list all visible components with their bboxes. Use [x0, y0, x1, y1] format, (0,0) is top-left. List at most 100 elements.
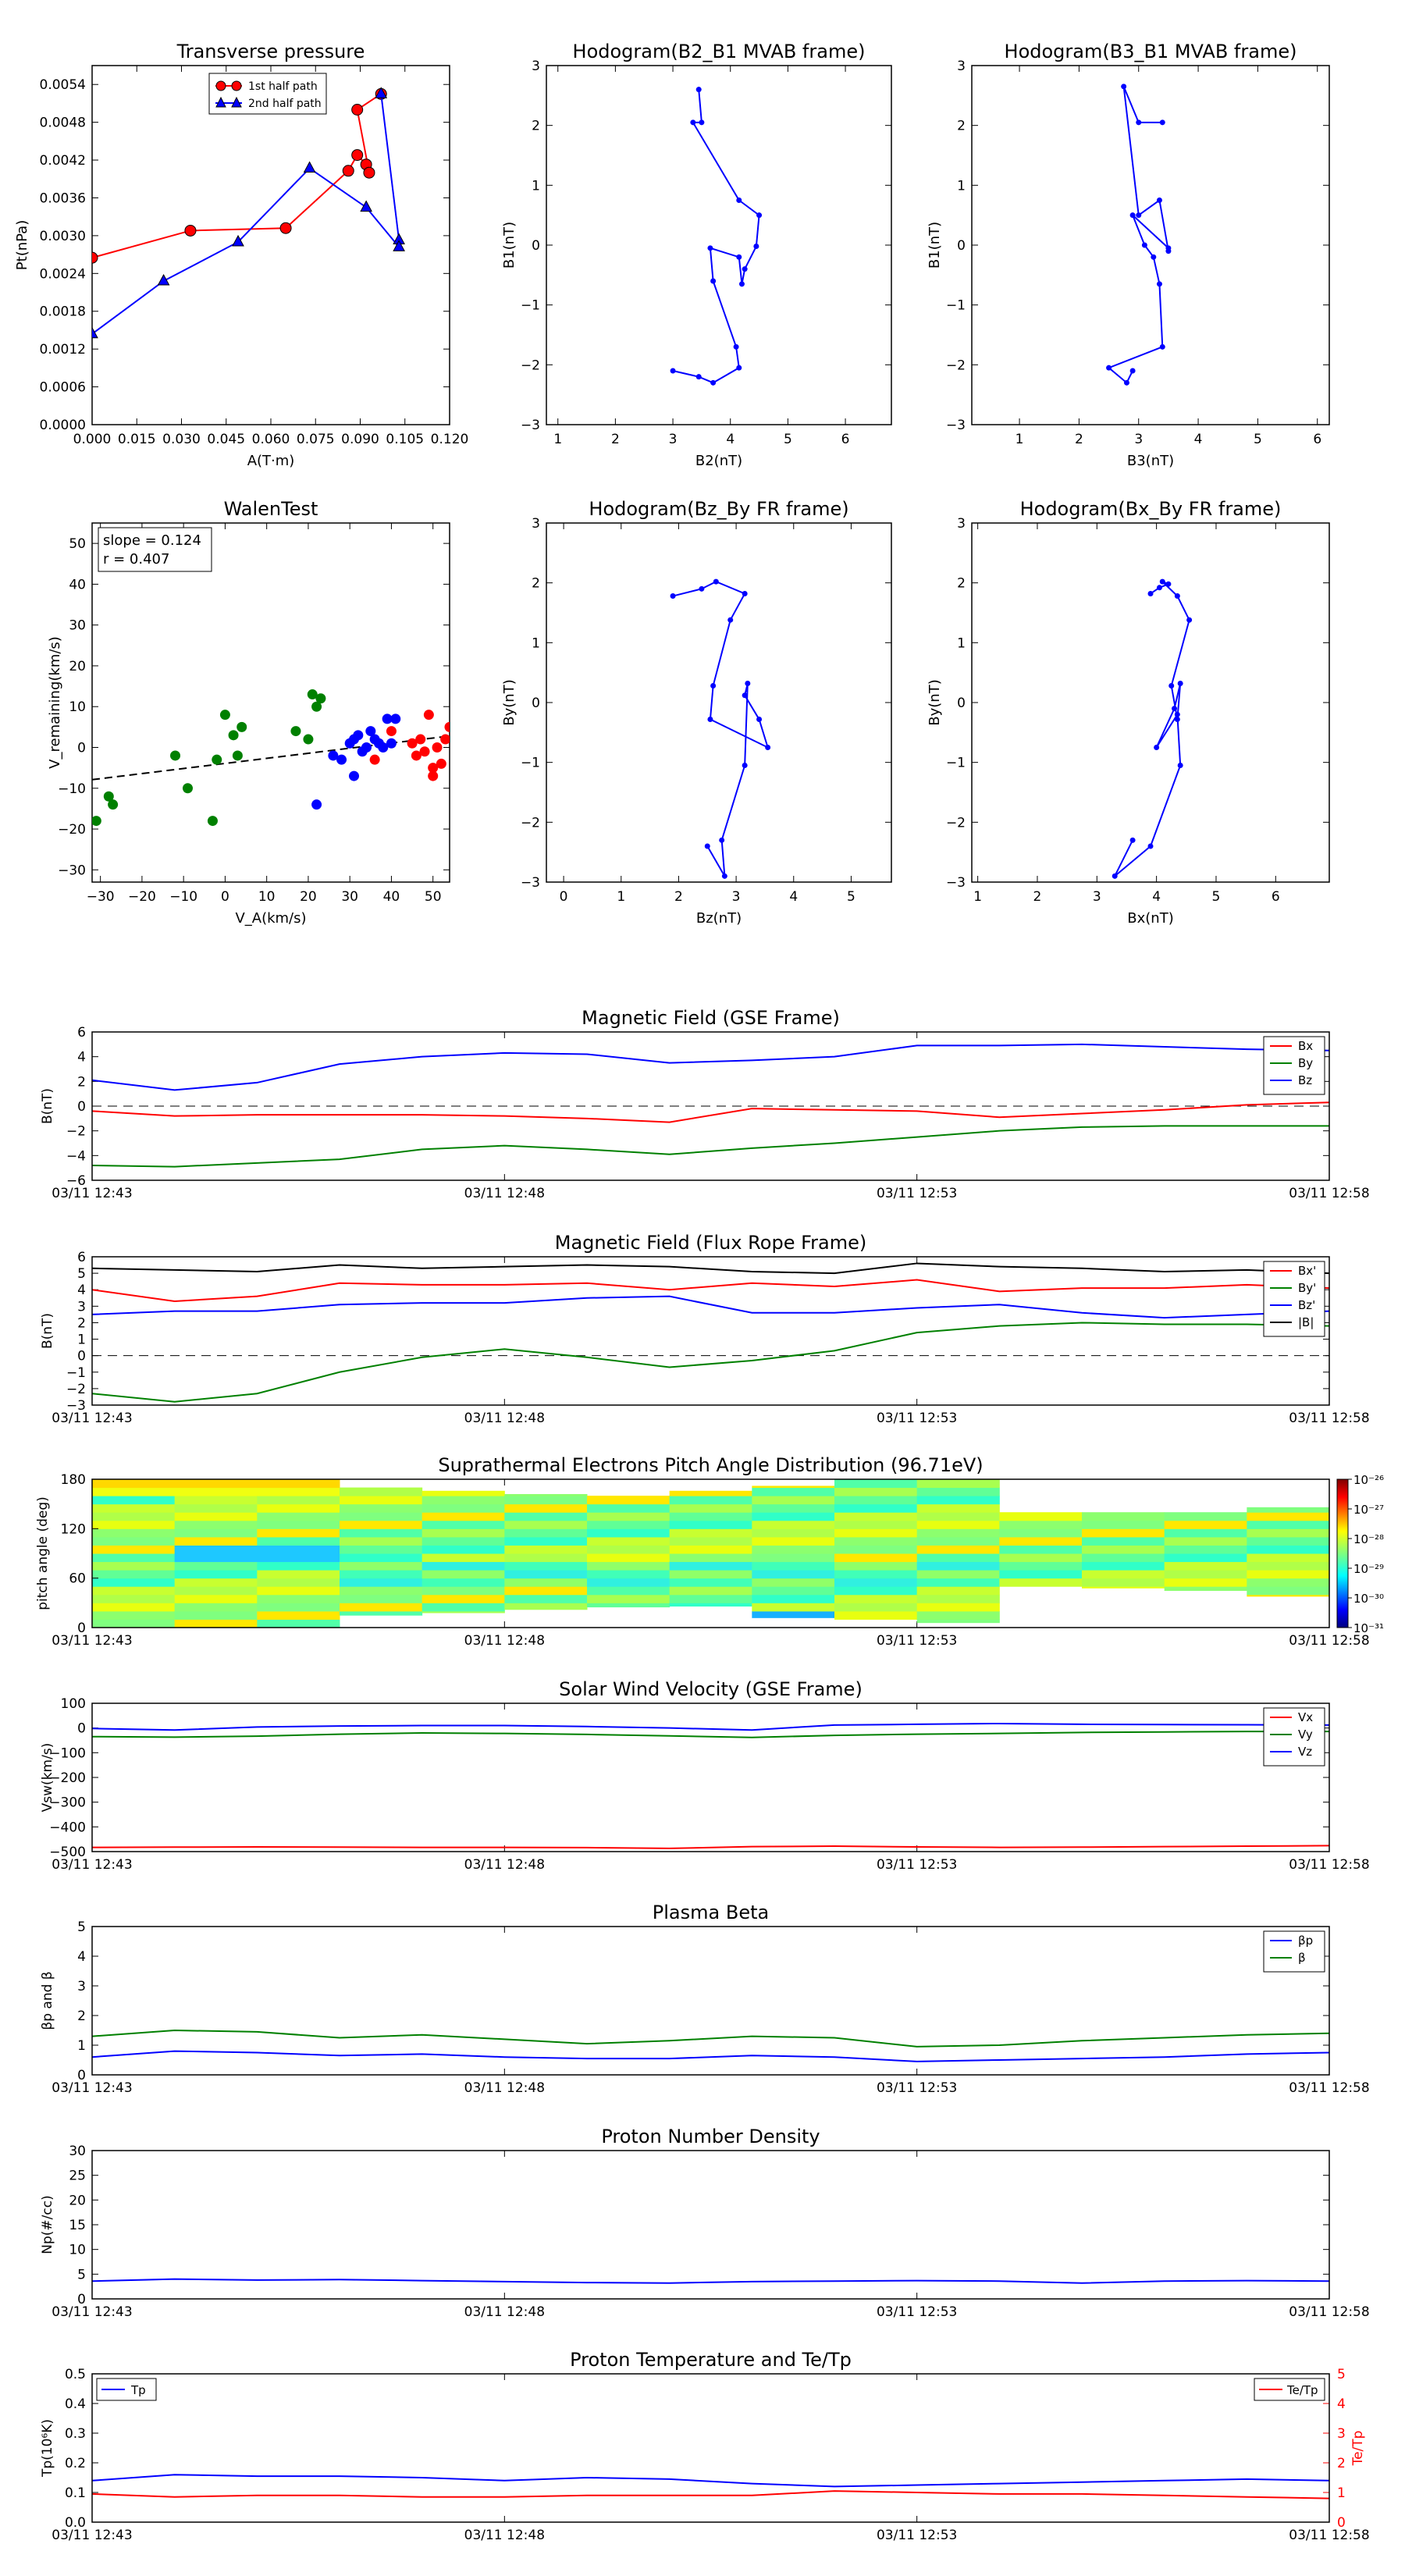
x-tick-label: 4: [726, 432, 735, 447]
x-tick-label: 1: [1016, 432, 1024, 447]
y-tick-label-right: 3: [1337, 2426, 1346, 2442]
heatmap-cell: [92, 1561, 176, 1571]
heatmap-cell: [669, 1528, 752, 1538]
heatmap-cell: [587, 1503, 670, 1513]
x-tick-label: 0.060: [252, 432, 290, 447]
heatmap-cell: [422, 1578, 505, 1587]
heatmap-cell: [669, 1520, 752, 1529]
legend-label: |B|: [1298, 1315, 1314, 1329]
heatmap-cell: [587, 1578, 670, 1587]
heatmap-cell: [916, 1536, 1000, 1546]
heatmap-cell: [916, 1570, 1000, 1579]
heatmap-cell: [257, 1594, 340, 1603]
data-point: [360, 200, 372, 212]
x-tick-label: 03/11 12:58: [1289, 2080, 1369, 2096]
series-line: [91, 2278, 1330, 2284]
heatmap-cell: [92, 1479, 176, 1489]
y-tick-label: −3: [946, 875, 966, 891]
heatmap-cell: [257, 1520, 340, 1529]
plot-frame: [91, 65, 450, 425]
y-tick-label: 2: [532, 119, 540, 134]
heatmap-cell: [916, 1503, 1000, 1513]
heatmap-cell: [92, 1619, 176, 1628]
heatmap-cell: [422, 1570, 505, 1579]
heatmap-cell: [669, 1570, 752, 1579]
legend-marker: [215, 96, 226, 108]
data-point: [232, 750, 243, 761]
heatmap-cell: [422, 1545, 505, 1554]
heatmap-cell: [916, 1578, 1000, 1587]
heatmap-cell: [340, 1496, 423, 1505]
heatmap-cell: [916, 1586, 1000, 1596]
x-tick-label: 03/11 12:48: [464, 1186, 545, 1201]
data-point: [428, 763, 439, 774]
heatmap-cell: [504, 1586, 588, 1596]
heatmap-cell: [422, 1528, 505, 1538]
y-tick-label: 0.0048: [40, 116, 86, 131]
heatmap-cell: [257, 1553, 340, 1563]
plot-title: Suprathermal Electrons Pitch Angle Distr…: [438, 1454, 983, 1476]
data-point: [699, 119, 705, 126]
legend-label: 2nd half path: [248, 98, 322, 110]
data-point: [415, 734, 426, 745]
annotation-slope: slope = 0.124: [103, 532, 201, 549]
data-point: [290, 726, 301, 737]
legend-marker: [231, 96, 242, 108]
heatmap-cell: [834, 1496, 918, 1505]
x-tick-label: 03/11 12:48: [464, 2528, 545, 2543]
panel-h2: Hodogram(B3_B1 MVAB frame) 1 2 3 4 5 6 −3 −2 −1 0 1…: [927, 41, 1330, 469]
x-tick-label: 03/11 12:43: [52, 2304, 132, 2320]
annotation-box: [98, 527, 212, 572]
x-tick-label: 03/11 12:43: [52, 2080, 132, 2096]
y-tick-label: 2: [532, 576, 540, 592]
data-point: [436, 758, 446, 769]
heatmap-cell: [174, 1553, 258, 1563]
heatmap-cell: [1164, 1520, 1247, 1529]
x-tick-label: 20: [300, 889, 317, 905]
panel-tp: Transverse pressure 0.000 0.015 0.030 0.045 0…: [14, 41, 468, 469]
y-tick-label: 3: [957, 516, 966, 532]
heatmap-cell: [340, 1578, 423, 1587]
data-point: [212, 754, 222, 765]
heatmap-cell: [669, 1594, 752, 1603]
heatmap-cell: [1164, 1570, 1247, 1579]
x-tick-label: 2: [674, 889, 683, 905]
heatmap-cell: [1247, 1594, 1330, 1597]
x-tick-label: 03/11 12:48: [464, 1633, 545, 1649]
heatmap-cell: [999, 1570, 1083, 1579]
y-tick-label: 1: [77, 2038, 86, 2054]
x-tick-label: 4: [789, 889, 798, 905]
y-tick-label: 4: [77, 1949, 86, 1965]
y-tick-label: 10: [69, 699, 86, 715]
series-line: [91, 1722, 1330, 1731]
heatmap-cell: [422, 1610, 505, 1614]
heatmap-cell: [257, 1528, 340, 1538]
heatmap-cell: [834, 1561, 918, 1571]
heatmap-cell: [422, 1520, 505, 1529]
data-point: [710, 683, 717, 689]
data-point: [1159, 343, 1165, 350]
heatmap-cell: [174, 1594, 258, 1603]
heatmap-cell: [669, 1561, 752, 1571]
heatmap-cell: [257, 1479, 340, 1489]
y-tick-label: −1: [946, 756, 966, 771]
y-tick-label: −3: [521, 875, 540, 891]
series-line: [1114, 581, 1190, 877]
heatmap-cell: [999, 1553, 1083, 1563]
heatmap-cell: [92, 1610, 176, 1620]
y-tick-label: 60: [69, 1571, 86, 1587]
heatmap-cell: [340, 1586, 423, 1596]
x-tick-label: 0.015: [118, 432, 156, 447]
heatmap-cell: [174, 1570, 258, 1579]
heatmap-cell: [669, 1603, 752, 1607]
plot-frame: [546, 522, 892, 883]
x-tick-label: 0: [221, 889, 229, 905]
heatmap-cell: [1247, 1578, 1330, 1587]
plot-title: Hodogram(Bz_By FR frame): [589, 498, 848, 520]
legend-marker: [231, 80, 242, 91]
plot-title: Plasma Beta: [653, 1902, 769, 1923]
data-point: [1177, 680, 1183, 686]
heatmap-cell: [834, 1545, 918, 1554]
data-point: [713, 578, 719, 585]
colorbar: 10⁻³¹ 10⁻³⁰ 10⁻²⁹ 10⁻²⁸ 10⁻²⁷ 10⁻²⁶: [1336, 1473, 1384, 1635]
